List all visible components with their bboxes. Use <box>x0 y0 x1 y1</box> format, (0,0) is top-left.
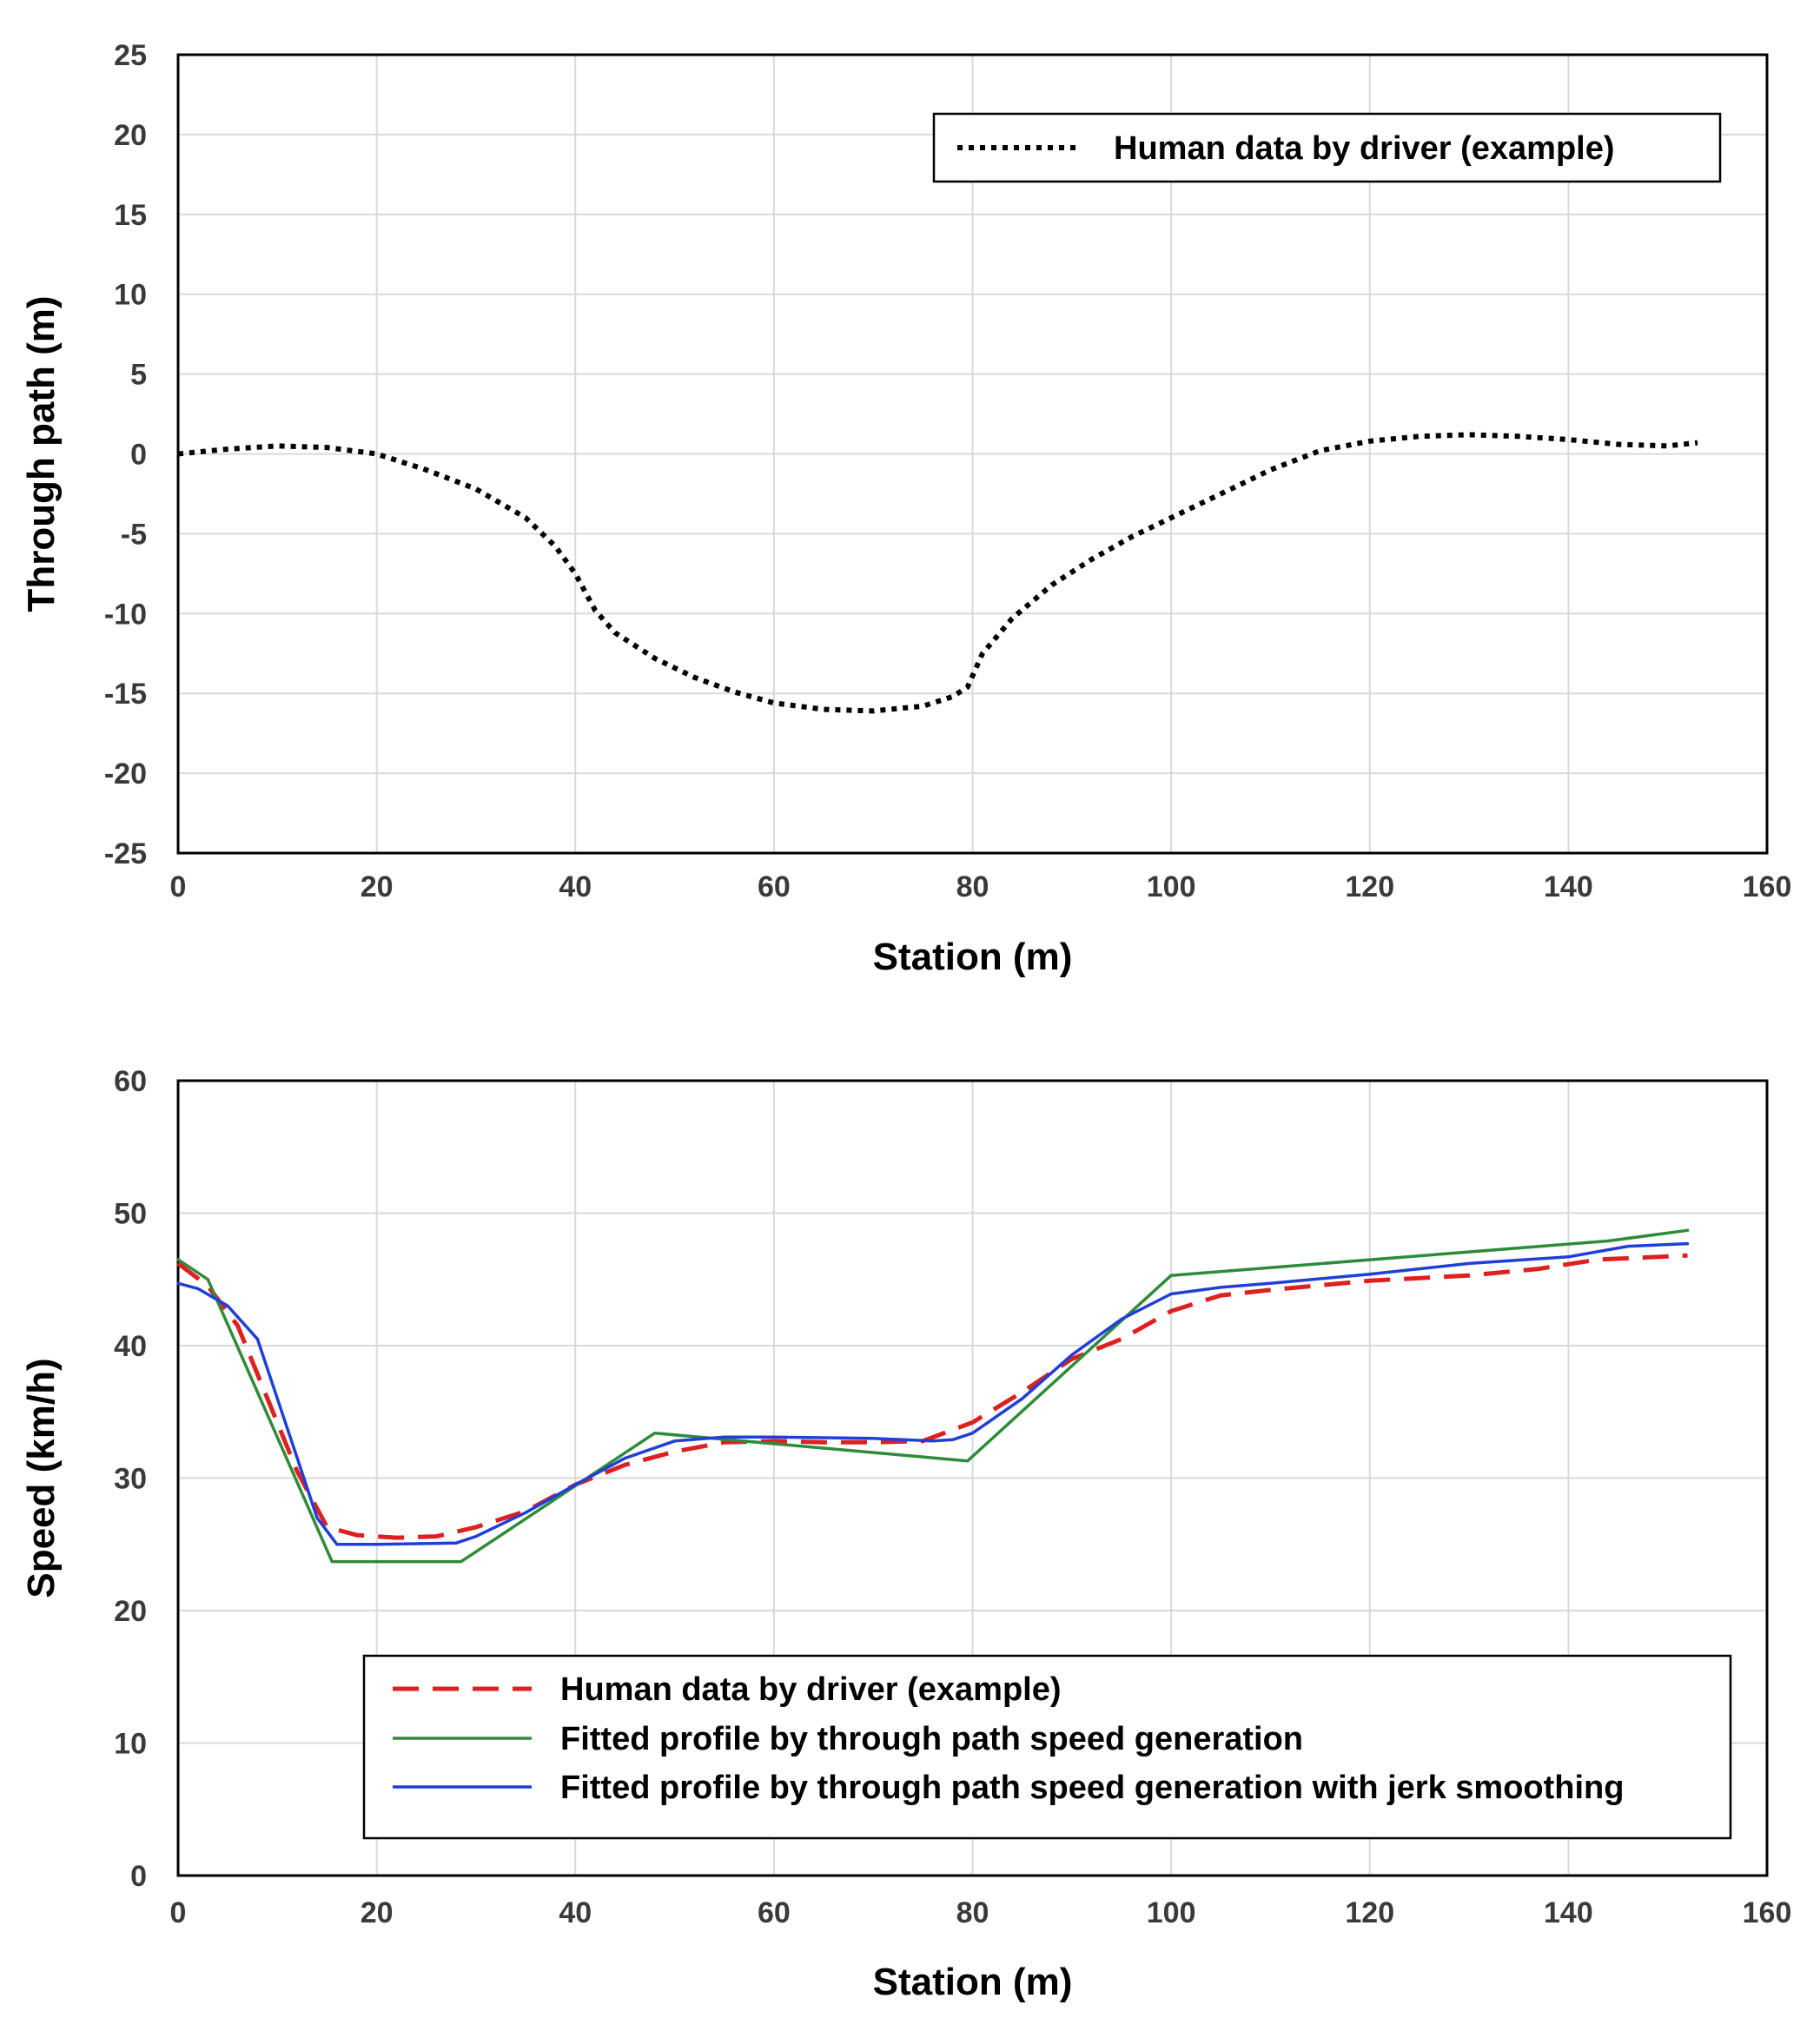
x-tick-label: 120 <box>1345 1896 1394 1929</box>
y-tick-labels: 25 20 15 10 5 0 -5 -10 -15 -20 -25 <box>104 39 147 870</box>
x-tick-labels: 0 20 40 60 80 100 120 140 160 <box>170 1896 1792 1929</box>
speed-series-line-1 <box>176 1253 1688 1540</box>
y-tick-label: 10 <box>114 279 147 312</box>
y-tick-label: 0 <box>130 1860 147 1893</box>
legend-box <box>362 1654 1732 1840</box>
x-tick-label: 40 <box>559 1896 592 1929</box>
legend: Human data by driver (example) Fitted pro… <box>362 1654 1732 1840</box>
y-axis-label: Through path (m) <box>20 295 63 612</box>
x-tick-label: 100 <box>1147 1896 1196 1929</box>
y-tick-label: 20 <box>114 1595 147 1628</box>
x-tick-label: 120 <box>1345 870 1394 903</box>
x-tick-label: 0 <box>170 1896 187 1929</box>
x-tick-label: 40 <box>559 870 592 903</box>
x-tick-label: 160 <box>1743 1896 1792 1929</box>
x-tick-label: 80 <box>956 1896 989 1929</box>
x-tick-label: 160 <box>1743 870 1792 903</box>
x-tick-label: 140 <box>1544 870 1593 903</box>
x-tick-label: 60 <box>758 870 791 903</box>
x-tick-label: 20 <box>361 1896 394 1929</box>
y-tick-label: -10 <box>104 598 147 631</box>
y-tick-label: 30 <box>114 1463 147 1496</box>
x-axis-label: Station (m) <box>873 1961 1073 2003</box>
x-tick-labels: 0 20 40 60 80 100 120 140 160 <box>170 870 1792 903</box>
plot-frame <box>176 1079 1769 1877</box>
through-path-chart: 0 20 40 60 80 100 120 140 160 25 20 15 10 5 0 -5 -10 -15 -… <box>20 39 1791 978</box>
y-tick-labels: 60 50 40 30 20 10 0 <box>114 1065 147 1893</box>
y-tick-label: -20 <box>104 758 147 791</box>
legend: Human data by driver (example) <box>932 112 1722 183</box>
path-series-line-1 <box>177 432 1698 714</box>
speed-series-line-3 <box>176 1241 1690 1546</box>
y-tick-label: 10 <box>114 1728 147 1761</box>
legend-label: Fitted profile by through path speed gen… <box>560 1721 1303 1757</box>
y-tick-label: 25 <box>114 39 147 72</box>
legend-label: Human data by driver (example) <box>1114 130 1615 167</box>
speed-chart: 0 20 40 60 80 100 120 140 1606050403020100Statio… <box>20 1065 1791 2003</box>
legend-box <box>932 112 1722 183</box>
y-tick-label: -15 <box>104 678 147 711</box>
x-tick-label: 20 <box>361 870 394 903</box>
y-tick-label: 15 <box>114 199 147 232</box>
y-tick-label: 60 <box>114 1065 147 1098</box>
legend-label: Human data by driver (example) <box>560 1671 1062 1708</box>
y-tick-label: 20 <box>114 119 147 152</box>
speed-series-line-2 <box>176 1228 1690 1564</box>
x-axis-label: Station (m) <box>873 936 1073 978</box>
y-tick-label: 40 <box>114 1330 147 1363</box>
y-tick-label: -25 <box>104 837 147 870</box>
x-tick-label: 80 <box>956 870 989 903</box>
x-tick-label: 100 <box>1147 870 1196 903</box>
legend-label: Fitted profile by through path speed gen… <box>560 1770 1624 1806</box>
y-tick-label: -5 <box>121 518 147 551</box>
y-tick-label: 5 <box>130 359 147 392</box>
y-axis-label: Speed (km/h) <box>20 1358 63 1598</box>
y-tick-label: 0 <box>130 439 147 472</box>
x-tick-label: 60 <box>758 1896 791 1929</box>
grid <box>178 55 1767 853</box>
y-tick-label: 50 <box>114 1198 147 1231</box>
x-tick-label: 0 <box>170 870 187 903</box>
x-tick-label: 140 <box>1544 1896 1593 1929</box>
